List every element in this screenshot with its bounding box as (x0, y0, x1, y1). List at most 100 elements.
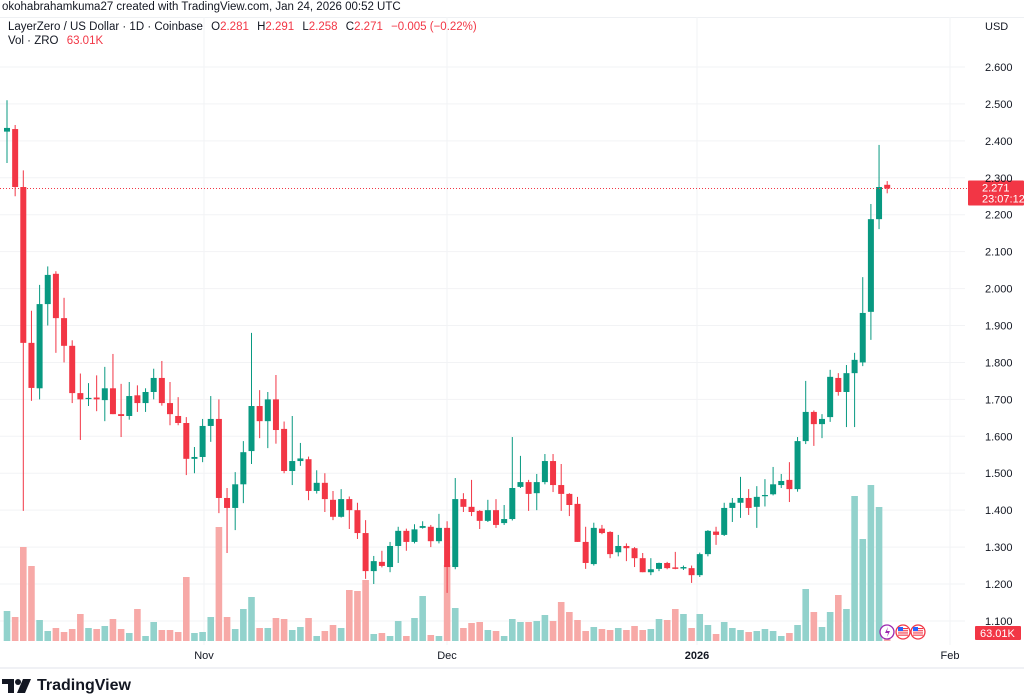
volume-bar (109, 619, 117, 641)
lightning-icon[interactable] (879, 624, 895, 640)
volume-bar (704, 625, 712, 641)
candle-body (819, 418, 825, 425)
candle-body (435, 527, 442, 542)
brand-name: TradingView (37, 677, 131, 694)
us-flag-icon-stripe (898, 632, 908, 634)
volume-bar (590, 627, 598, 641)
volume-bar (231, 629, 239, 641)
volume-bar (794, 625, 801, 641)
candle-body (493, 510, 499, 525)
volume-bar (525, 622, 532, 641)
volume-bar (720, 622, 728, 641)
candle-body (778, 480, 785, 486)
candle-body (484, 510, 491, 521)
volume-bar (533, 621, 541, 641)
us-flag-icon[interactable] (895, 624, 911, 640)
lightning-icon-bolt (885, 627, 890, 637)
price-tick-label: 2.500 (985, 99, 1013, 111)
us-flag-icon-stripe (913, 634, 923, 636)
volume-bar (174, 632, 182, 641)
candle-body (378, 561, 385, 566)
price-tick-label: 1.600 (985, 431, 1013, 443)
volume-bar (223, 617, 231, 641)
price-tick-label: 1.100 (985, 616, 1013, 628)
candle-body (688, 568, 695, 576)
chart-pane[interactable] (0, 17, 1024, 670)
volume-bar (500, 636, 508, 641)
price-tick-label: 1.800 (985, 357, 1013, 369)
price-tick-label: 2.100 (985, 247, 1013, 259)
volume-bar (777, 636, 785, 641)
volume-bar (680, 614, 687, 641)
candle-body (330, 499, 336, 517)
price-axis[interactable]: 2.600 2.500 2.400 2.300 2.200 2.100 2.000 1.900… (985, 62, 1013, 628)
symbol-title[interactable]: LayerZero / US Dollar · 1D · Coinbase (8, 21, 203, 33)
candle-body (232, 484, 239, 508)
candle-body (387, 545, 394, 568)
volume-bar (672, 609, 679, 641)
volume-bar (786, 633, 793, 641)
low-value: 2.258 (308, 21, 338, 33)
volume-bar (729, 628, 736, 641)
candle-body (550, 461, 557, 486)
volume-bar (93, 629, 100, 641)
volume-bar (68, 629, 76, 641)
volume-bar (476, 622, 483, 641)
volume-bars (3, 485, 891, 641)
open-label: O (211, 21, 221, 33)
time-tick-label: 2026 (685, 650, 709, 662)
volume-bar (639, 630, 646, 641)
candle-body (566, 493, 573, 505)
candle-body (77, 393, 84, 400)
candle-body (664, 562, 671, 569)
volume-bar (647, 629, 655, 641)
volume-badge (975, 626, 1021, 640)
candle-body (721, 507, 728, 535)
candle-body (558, 485, 565, 494)
us-flag-icon[interactable] (910, 624, 926, 640)
candle-body (525, 482, 532, 494)
last-price-badge (968, 180, 1024, 206)
volume-bar (411, 618, 418, 641)
candle-body (541, 461, 548, 483)
time-axis[interactable]: Nov Dec 2026 Feb (194, 650, 959, 662)
candle-body (109, 388, 116, 415)
candle-body (12, 129, 19, 188)
volume-title[interactable]: Vol · ZRO (8, 35, 59, 47)
volume-bar (443, 565, 451, 641)
candle-body (631, 548, 638, 559)
volume-bar (492, 631, 500, 641)
volume-bar (696, 614, 704, 641)
volume-bar (337, 628, 345, 641)
candle-body (150, 377, 157, 392)
candle-body (362, 533, 369, 572)
candle-body (419, 526, 426, 528)
volume-value: 63.01K (66, 35, 104, 47)
candle-body (61, 318, 68, 346)
volume-bar (117, 629, 125, 641)
chart-credit: okohabrahamkuma27 created with TradingVi… (2, 1, 401, 13)
currency-label[interactable]: USD (985, 21, 1009, 33)
candle-body (704, 530, 711, 555)
volume-bar (737, 630, 744, 641)
volume-bar (403, 636, 410, 641)
candle-body (501, 519, 508, 524)
tradingview-logo[interactable]: TradingView (2, 677, 131, 695)
candle-body (183, 423, 190, 459)
volume-bar (745, 632, 752, 641)
volume-bar (859, 539, 867, 641)
volume-bar (614, 628, 622, 641)
legend-volume-row: Vol · ZRO 63.01K (8, 34, 477, 48)
candle-body (476, 510, 483, 521)
price-tick-label: 1.700 (985, 394, 1013, 406)
time-tick-label: Feb (941, 650, 960, 662)
volume-bar (623, 630, 630, 641)
volume-bar (11, 617, 19, 641)
candle-body (639, 558, 646, 573)
candle-body (248, 406, 255, 452)
candle-body (427, 526, 434, 542)
volume-bar (460, 628, 467, 641)
candle-body (289, 461, 296, 472)
volume-bar (125, 633, 133, 641)
